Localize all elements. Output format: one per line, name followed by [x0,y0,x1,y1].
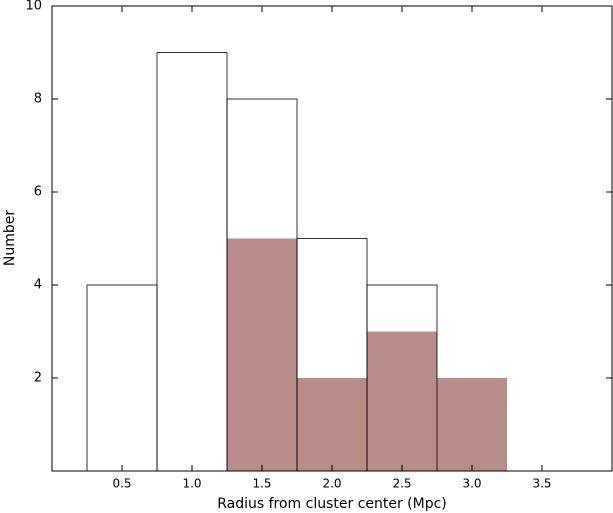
bar [156,52,228,472]
bar [86,284,158,472]
bar [297,378,367,471]
y-tick-label: 4 [34,278,42,293]
y-axis-label: Number [2,210,18,266]
x-tick-label: 3.0 [462,477,481,491]
y-tick-label: 10 [25,0,42,14]
x-tick-label: 2.5 [392,477,411,491]
bar [227,238,297,471]
x-tick-label: 0.5 [112,477,131,491]
x-tick-label: 1.5 [252,477,271,491]
y-tick-label: 2 [34,371,42,386]
x-tick-label: 1.0 [182,477,201,491]
y-tick-label: 6 [34,185,42,200]
x-tick-label: 3.5 [532,477,551,491]
bar [437,378,507,471]
bar [367,331,437,471]
y-tick-label: 8 [34,92,42,107]
x-axis-label: Radius from cluster center (Mpc) [217,496,447,512]
x-tick-label: 2.0 [322,477,341,491]
